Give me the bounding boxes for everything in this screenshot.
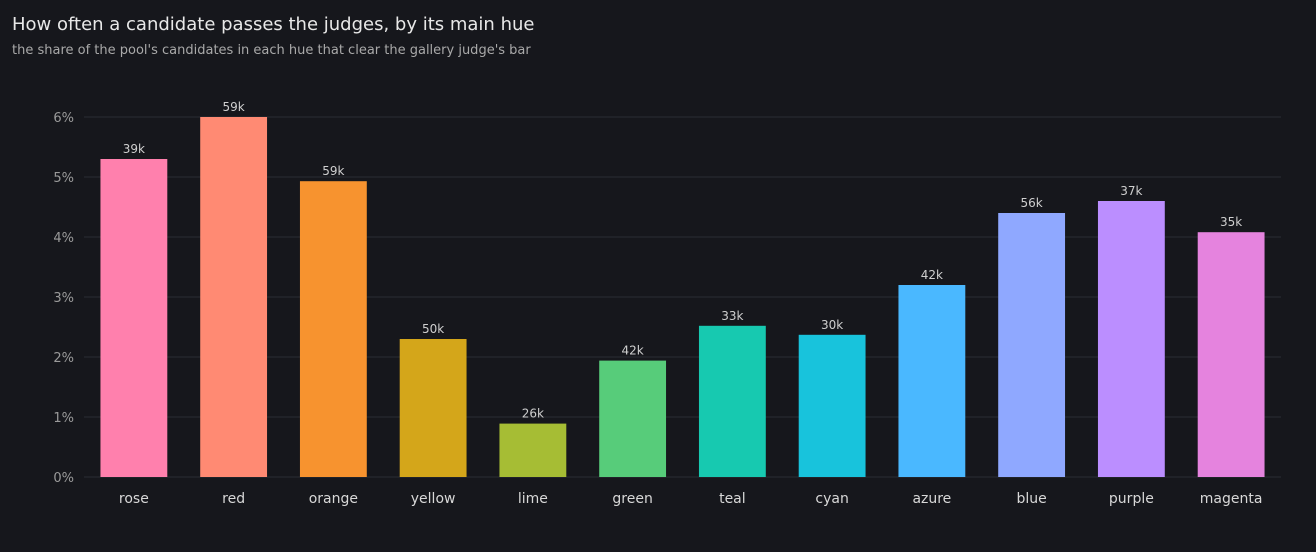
data-labels: 39k 59k 59k 50k 26k 42k 33k 30k 42k 56k 37k 35k: [123, 100, 1243, 421]
chart-subtitle: the share of the pool's candidates in ea…: [12, 43, 531, 58]
category-label-purple: purple: [1109, 491, 1154, 507]
bar-purple: [1097, 201, 1165, 477]
y-tick-label: 3%: [53, 291, 74, 306]
bars: [100, 117, 1265, 477]
y-tick-label: 1%: [53, 411, 74, 426]
category-label-azure: azure: [912, 491, 951, 507]
gridlines: [84, 116, 1281, 478]
category-label-rose: rose: [119, 491, 149, 507]
y-tick-label: 4%: [53, 231, 74, 246]
data-label-teal: 33k: [721, 309, 743, 323]
category-label-magenta: magenta: [1200, 491, 1263, 507]
bar-yellow: [399, 339, 467, 477]
bar-teal: [698, 325, 766, 477]
chart-title: How often a candidate passes the judges,…: [12, 14, 535, 35]
category-labels: rose red orange yellow lime green teal cyan azur…: [119, 491, 1263, 507]
category-label-red: red: [222, 491, 245, 507]
category-label-orange: orange: [309, 491, 358, 507]
category-label-cyan: cyan: [815, 491, 848, 507]
bar-orange: [299, 181, 367, 477]
category-label-teal: teal: [719, 491, 746, 507]
bar-magenta: [1197, 232, 1265, 477]
category-label-green: green: [612, 491, 652, 507]
bar-cyan: [798, 334, 866, 477]
bar-red: [200, 117, 268, 477]
category-label-lime: lime: [518, 491, 548, 507]
y-tick-label: 6%: [53, 111, 74, 126]
data-label-yellow: 50k: [422, 322, 444, 336]
y-tick-label: 2%: [53, 351, 74, 366]
bar-green: [599, 360, 667, 477]
data-label-lime: 26k: [522, 407, 544, 421]
data-label-blue: 56k: [1021, 196, 1043, 210]
category-label-yellow: yellow: [411, 491, 456, 507]
data-label-purple: 37k: [1120, 184, 1142, 198]
data-label-magenta: 35k: [1220, 215, 1242, 229]
data-label-red: 59k: [223, 100, 245, 114]
y-tick-label: 0%: [53, 471, 74, 486]
data-label-orange: 59k: [322, 164, 344, 178]
data-label-green: 42k: [622, 344, 644, 358]
data-label-cyan: 30k: [821, 318, 843, 332]
bar-blue: [998, 213, 1066, 477]
bar-azure: [898, 285, 966, 477]
category-label-blue: blue: [1016, 491, 1046, 507]
y-axis-ticks: 0% 1% 2% 3% 4% 5% 6%: [53, 111, 74, 486]
data-label-rose: 39k: [123, 142, 145, 156]
bar-lime: [499, 423, 567, 477]
y-tick-label: 5%: [53, 171, 74, 186]
bar-rose: [100, 159, 168, 477]
data-label-azure: 42k: [921, 268, 943, 282]
